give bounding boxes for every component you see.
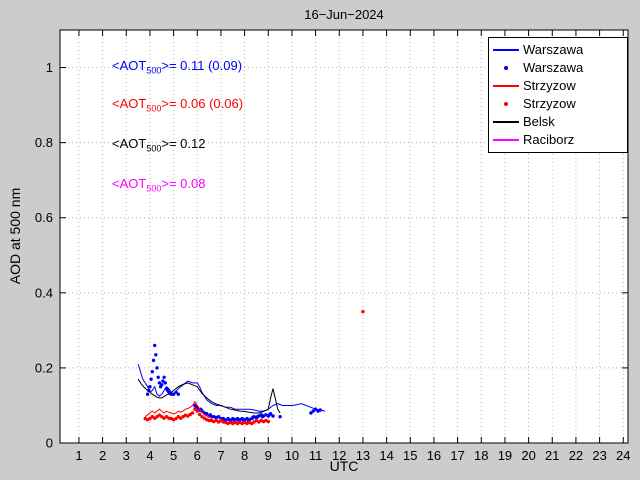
- annotation-subscript: 500: [146, 65, 162, 76]
- svg-text:0.6: 0.6: [35, 210, 53, 225]
- annotation-text: >= 0.12: [161, 136, 206, 151]
- annotation-text: <AOT: [112, 176, 147, 191]
- svg-text:8: 8: [241, 448, 248, 463]
- annotation-text: <AOT: [112, 58, 147, 73]
- svg-text:0.2: 0.2: [35, 360, 53, 375]
- legend-label: Warszawa: [523, 42, 584, 57]
- legend-label: Strzyzow: [523, 78, 576, 93]
- svg-text:17: 17: [450, 448, 464, 463]
- legend-entry: Raciborz: [489, 131, 627, 149]
- legend-entry: Warszawa: [489, 59, 627, 77]
- x-axis-label: UTC: [329, 458, 359, 474]
- legend: Warszawa Warszawa Strzyzow Strzyzow Bels…: [488, 37, 628, 153]
- line-swatch-icon: [489, 121, 523, 123]
- dot-swatch-icon: [489, 102, 523, 106]
- svg-text:0.8: 0.8: [35, 135, 53, 150]
- legend-label: Warszawa: [523, 60, 584, 75]
- svg-text:24: 24: [616, 448, 630, 463]
- legend-label: Strzyzow: [523, 96, 576, 111]
- annotation-text: >= 0.08: [161, 176, 206, 191]
- legend-entry: Strzyzow: [489, 95, 627, 113]
- svg-text:4: 4: [146, 448, 153, 463]
- svg-text:14: 14: [379, 448, 393, 463]
- legend-label: Raciborz: [523, 132, 575, 147]
- line-swatch-icon: [489, 85, 523, 87]
- svg-text:0.4: 0.4: [35, 285, 53, 300]
- svg-text:11: 11: [309, 448, 323, 463]
- svg-text:21: 21: [545, 448, 559, 463]
- svg-text:10: 10: [285, 448, 299, 463]
- svg-text:18: 18: [474, 448, 488, 463]
- legend-entry: Warszawa: [489, 41, 627, 59]
- svg-text:6: 6: [194, 448, 201, 463]
- annotation-text: <AOT: [112, 96, 147, 111]
- y-axis-label: AOD at 500 nm: [7, 187, 23, 285]
- svg-text:9: 9: [265, 448, 272, 463]
- chart-title: 16−Jun−2024: [304, 7, 384, 22]
- legend-entry: Strzyzow: [489, 77, 627, 95]
- annotation-subscript: 500: [146, 183, 162, 194]
- svg-text:20: 20: [521, 448, 535, 463]
- annotation-strzyzow-mean: <AOT500>= 0.06 (0.06): [112, 96, 243, 114]
- svg-text:23: 23: [592, 448, 606, 463]
- annotation-warszawa-mean: <AOT500>= 0.11 (0.09): [112, 58, 242, 76]
- svg-text:0: 0: [46, 436, 53, 451]
- legend-entry: Belsk: [489, 113, 627, 131]
- svg-text:12: 12: [332, 448, 346, 463]
- svg-text:2: 2: [99, 448, 106, 463]
- dot-swatch-icon: [489, 66, 523, 70]
- svg-text:3: 3: [123, 448, 130, 463]
- line-swatch-icon: [489, 49, 523, 51]
- svg-text:7: 7: [217, 448, 224, 463]
- svg-text:19: 19: [498, 448, 512, 463]
- annotation-raciborz-mean: <AOT500>= 0.08: [112, 176, 205, 194]
- svg-text:15: 15: [403, 448, 417, 463]
- legend-label: Belsk: [523, 114, 555, 129]
- svg-text:16: 16: [427, 448, 441, 463]
- annotation-text: >= 0.06 (0.06): [161, 96, 244, 111]
- svg-text:22: 22: [569, 448, 583, 463]
- svg-text:1: 1: [75, 448, 82, 463]
- annotation-text: <AOT: [112, 136, 147, 151]
- svg-text:13: 13: [356, 448, 370, 463]
- svg-text:5: 5: [170, 448, 177, 463]
- svg-text:1: 1: [46, 60, 53, 75]
- annotation-text: >= 0.11 (0.09): [161, 58, 243, 73]
- annotation-belsk-mean: <AOT500>= 0.12: [112, 136, 205, 154]
- line-swatch-icon: [489, 139, 523, 141]
- annotation-subscript: 500: [146, 103, 162, 114]
- annotation-subscript: 500: [146, 143, 162, 154]
